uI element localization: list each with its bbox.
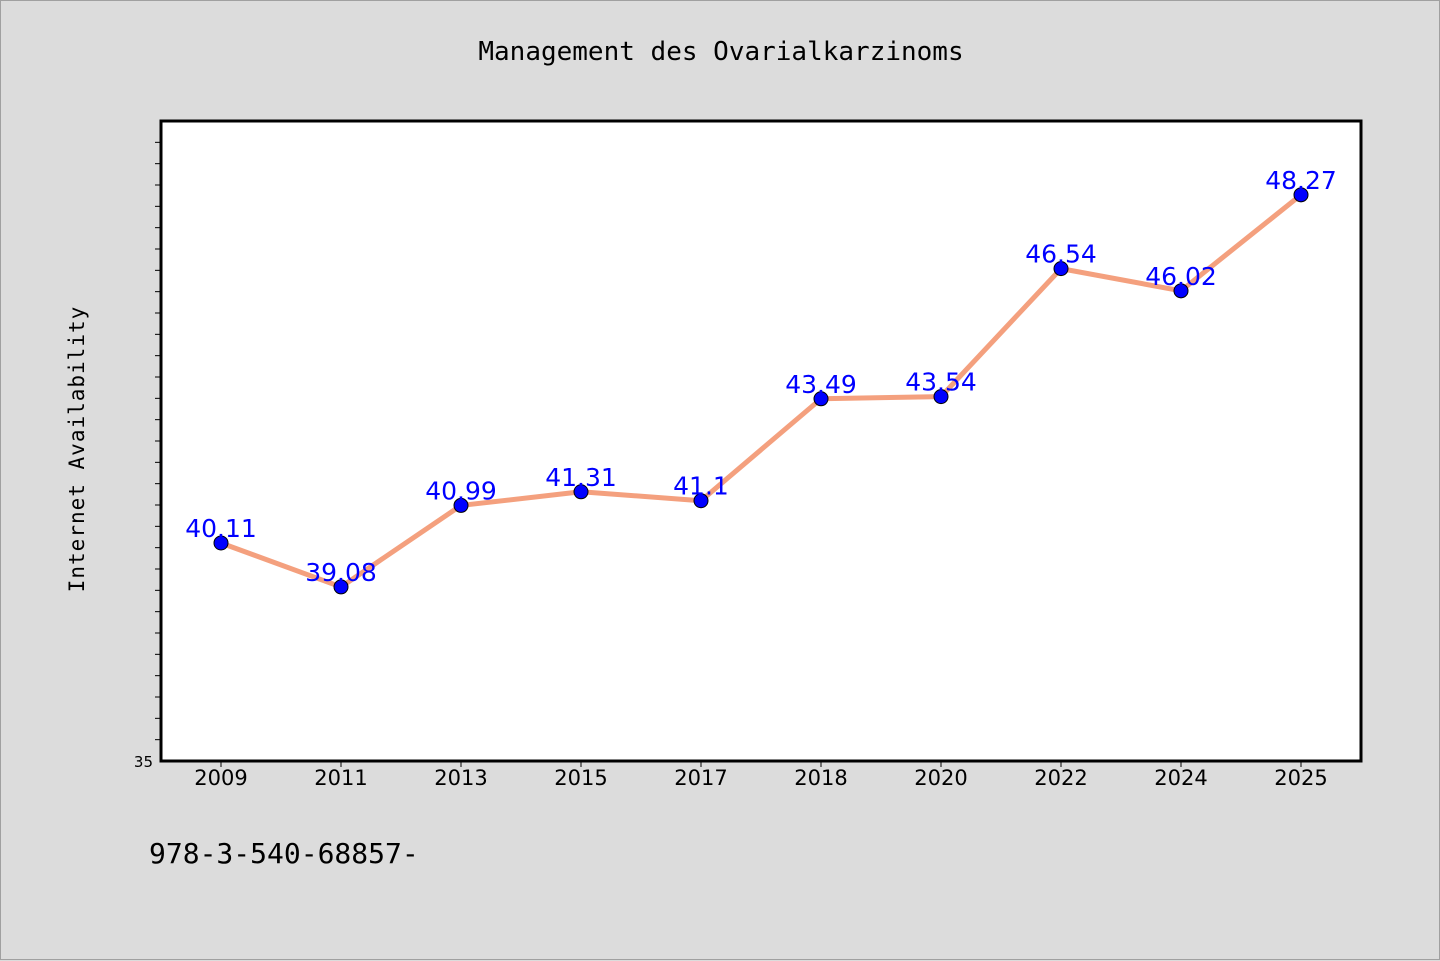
data-label: 40.99	[425, 476, 497, 505]
footer-text: 978-3-540-68857-	[149, 837, 419, 870]
data-point	[1293, 187, 1309, 203]
data-point	[813, 391, 829, 407]
data-label: 41.31	[545, 463, 617, 492]
data-label: 48.27	[1265, 166, 1337, 195]
x-tick-label: 2017	[674, 766, 727, 790]
data-point	[213, 535, 229, 551]
data-point	[453, 497, 469, 513]
x-tick-label: 2013	[434, 766, 487, 790]
x-tick-label: 2009	[194, 766, 247, 790]
data-label: 43.49	[785, 370, 857, 399]
x-tick-label: 2024	[1154, 766, 1207, 790]
data-point	[693, 493, 709, 509]
data-point	[573, 484, 589, 500]
plot-area	[159, 119, 1363, 763]
x-tick-label: 2018	[794, 766, 847, 790]
data-point	[1173, 283, 1189, 299]
series-line	[218, 192, 1304, 590]
y-tick-label: 35	[134, 753, 153, 771]
data-label: 43.54	[905, 368, 977, 397]
x-tick-label: 2025	[1274, 766, 1327, 790]
data-point	[1053, 261, 1069, 277]
x-tick-label: 2022	[1034, 766, 1087, 790]
x-tick-label: 2020	[914, 766, 967, 790]
data-label: 46.02	[1145, 262, 1217, 291]
data-label: 46.54	[1025, 240, 1097, 269]
chart-title: Management des Ovarialkarzinoms	[478, 37, 964, 67]
data-point	[933, 389, 949, 405]
data-label: 41.1	[673, 472, 729, 501]
x-tick-label: 2011	[314, 766, 367, 790]
data-label: 39.08	[305, 558, 377, 587]
x-tick-label: 2015	[554, 766, 607, 790]
data-point	[333, 579, 349, 595]
data-label: 40.11	[185, 514, 257, 543]
